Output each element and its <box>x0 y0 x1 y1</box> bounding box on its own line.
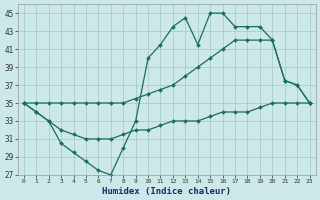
X-axis label: Humidex (Indice chaleur): Humidex (Indice chaleur) <box>102 187 231 196</box>
